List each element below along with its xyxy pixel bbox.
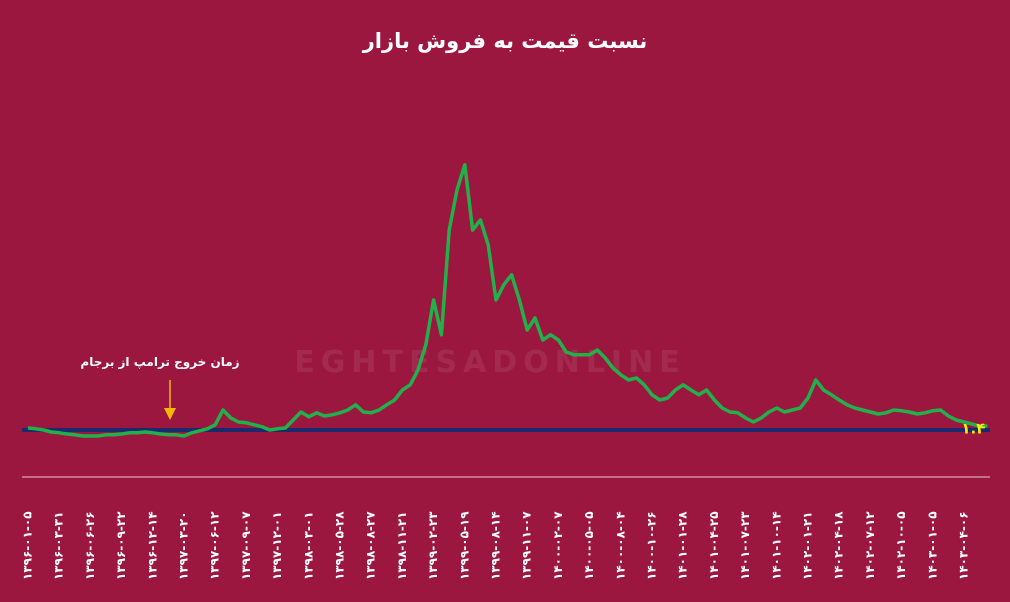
x-tick-label: ۱۳۹۹-۱۱-۰۷ <box>520 511 534 580</box>
annotation-arrowhead <box>164 408 176 420</box>
x-tick-label: ۱۴۰۰-۰۵-۰۵ <box>582 511 596 580</box>
x-tick-label: ۱۴۰۲-۰۷-۱۲ <box>863 511 877 580</box>
x-tick-label: ۱۳۹۸-۰۵-۲۸ <box>333 511 347 580</box>
x-tick-label: ۱۳۹۶-۰۳-۳۱ <box>52 511 66 580</box>
x-tick-label: ۱۳۹۷-۰۹-۰۷ <box>239 511 253 580</box>
x-tick-label: ۱۴۰۲-۱۰-۰۵ <box>894 511 908 580</box>
x-tick-label: ۱۳۹۹-۰۵-۱۹ <box>457 511 471 580</box>
x-tick-label: ۱۳۹۸-۰۸-۲۷ <box>364 511 378 580</box>
x-tick-label: ۱۳۹۸-۱۱-۲۱ <box>395 511 409 580</box>
x-tick-label: ۱۳۹۹-۰۲-۲۳ <box>426 511 440 580</box>
watermark: EGHTESADONLINE <box>294 345 685 380</box>
chart-title: نسبت قیمت به فروش بازار <box>362 29 648 53</box>
x-tick-label: ۱۳۹۷-۱۲-۰۱ <box>270 511 284 580</box>
x-tick-label: ۱۳۹۷-۰۶-۱۲ <box>208 511 222 580</box>
x-tick-label: ۱۳۹۹-۰۸-۱۴ <box>489 511 503 580</box>
x-tick-label: ۱۴۰۰-۱۰-۲۶ <box>645 511 659 580</box>
x-tick-label: ۱۴۰۳-۰۱-۰۵ <box>925 511 939 580</box>
x-tick-label: ۱۴۰۳-۰۴-۰۶ <box>957 511 971 580</box>
value-label: ۱.۴ <box>961 420 985 438</box>
x-tick-label: ۱۴۰۱-۰۷-۲۳ <box>738 511 752 580</box>
series-line <box>27 163 988 438</box>
x-tick-label: ۱۳۹۶-۰۱-۰۵ <box>21 511 35 580</box>
x-tick-label: ۱۴۰۱-۰۱-۲۸ <box>676 511 690 580</box>
x-tick-label: ۱۴۰۰-۰۸-۰۴ <box>613 511 627 580</box>
x-tick-label: ۱۳۹۷-۰۳-۲۰ <box>177 511 191 580</box>
x-tick-label: ۱۳۹۶-۰۹-۲۲ <box>114 511 128 580</box>
x-tick-label: ۱۴۰۲-۰۱-۲۱ <box>801 511 815 580</box>
x-tick-label: ۱۴۰۲-۰۴-۱۸ <box>832 511 846 580</box>
x-tick-label: ۱۴۰۱-۱۰-۱۴ <box>769 511 783 580</box>
x-tick-label: ۱۳۹۶-۱۲-۱۴ <box>145 511 159 580</box>
x-tick-label: ۱۴۰۱-۰۴-۲۵ <box>707 511 721 580</box>
annotation: زمان خروج ترامپ از برجام <box>80 355 239 370</box>
x-tick-label: ۱۳۹۸-۰۳-۰۱ <box>301 511 315 580</box>
x-tick-label: ۱۴۰۰-۰۲-۰۷ <box>551 511 565 580</box>
x-tick-label: ۱۳۹۶-۰۶-۲۶ <box>83 511 97 580</box>
